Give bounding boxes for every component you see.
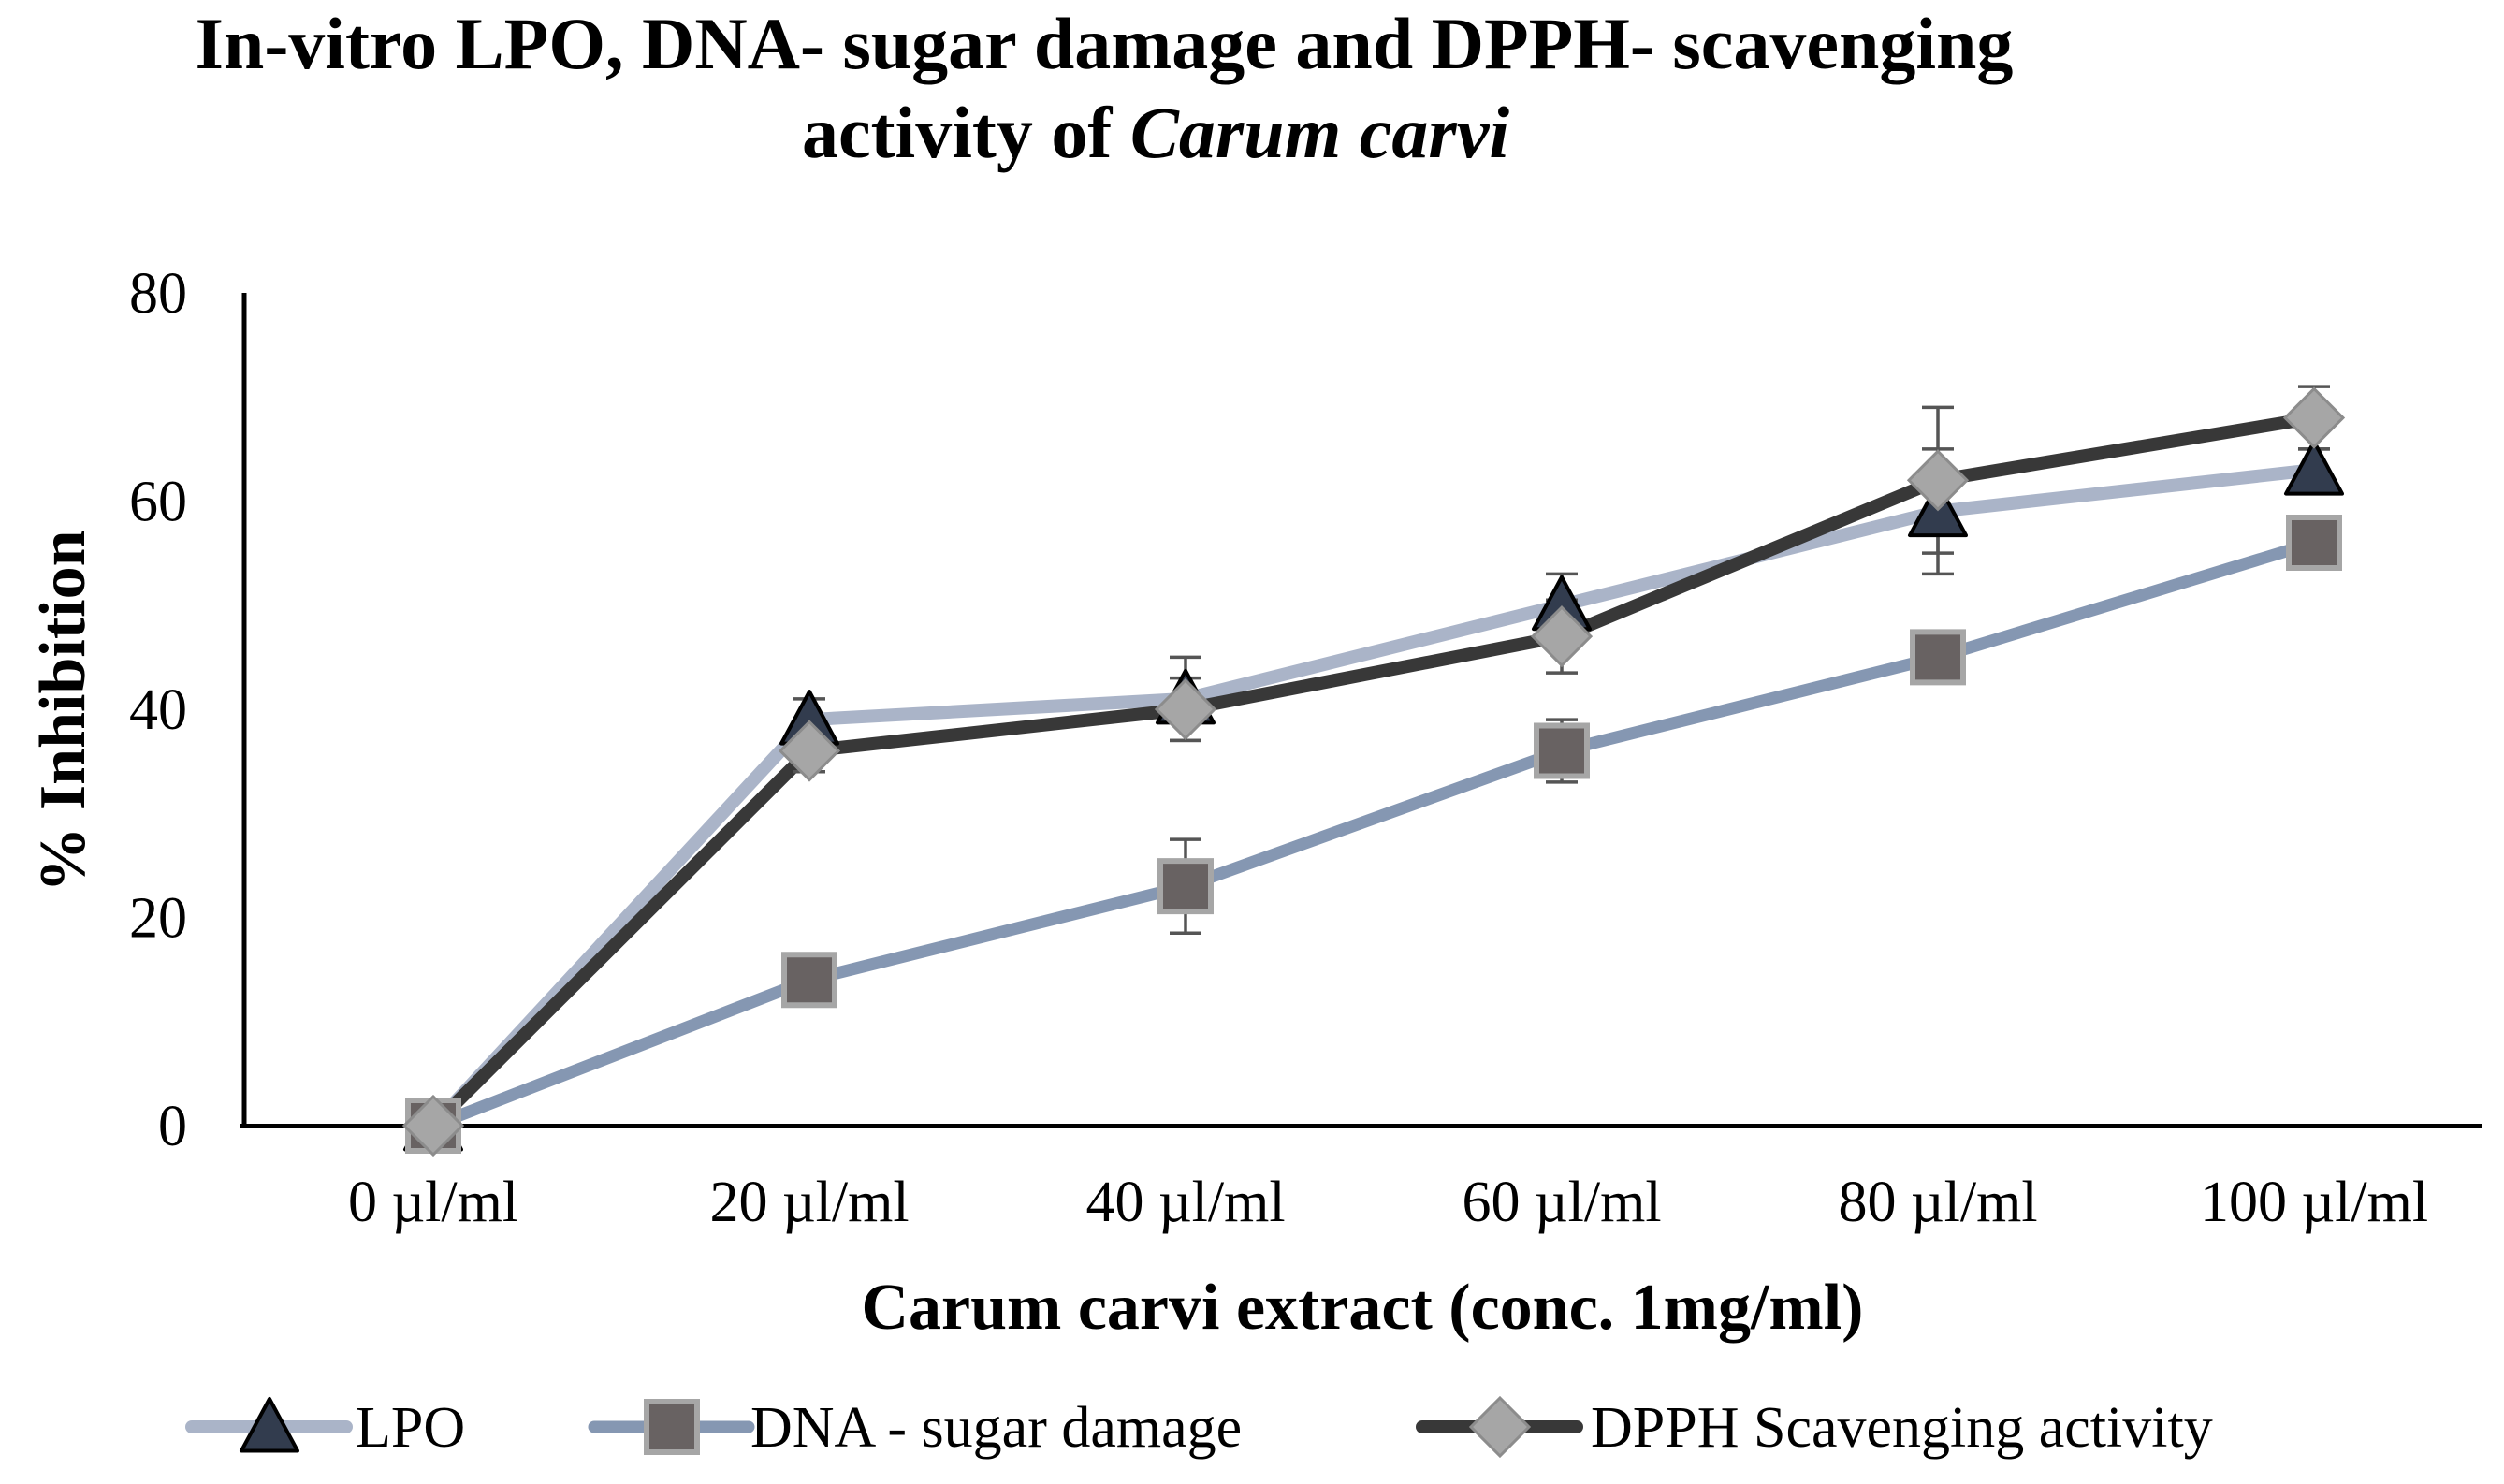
legend-marker-diamond <box>1468 1395 1532 1459</box>
legend-item: DPPH Scavenging activity <box>1416 1395 2213 1460</box>
legend-item: LPO <box>185 1396 465 1460</box>
y-tick-label: 80 <box>129 262 187 326</box>
data-point-square <box>781 952 837 1009</box>
series-error-bars <box>793 385 2330 993</box>
data-point-diamond <box>1154 677 1217 741</box>
y-tick-label: 40 <box>129 678 187 742</box>
y-axis-title: % Inhibition <box>27 530 99 892</box>
x-tick-label: 100 µl/ml <box>2200 1171 2428 1234</box>
chart-title-line-2-prefix: activity of <box>802 92 1130 173</box>
x-tick-labels: 0 µl/ml 20 µl/ml 40 µl/ml 60 µl/ml 80 µl/ml 1… <box>348 1171 2428 1234</box>
series-line-square <box>427 536 2321 1132</box>
data-point-diamond <box>778 720 841 782</box>
chart-title-line-2: activity of Carum carvi <box>802 92 1509 173</box>
data-point-square <box>1534 722 1590 779</box>
data-point-square <box>1157 858 1214 915</box>
x-axis-title: Carum carvi extract (conc. 1mg/ml) <box>862 1272 1864 1344</box>
y-tick-labels: 0 20 40 60 80 <box>129 262 187 1158</box>
data-point-triangle <box>2284 440 2344 496</box>
data-point-diamond <box>1530 605 1594 668</box>
x-tick-label: 40 µl/ml <box>1085 1171 1285 1234</box>
x-tick-label: 0 µl/ml <box>348 1171 518 1234</box>
chart-title-species: Carum carvi <box>1130 92 1510 173</box>
legend-marker-square <box>644 1399 700 1455</box>
x-tick-label: 80 µl/ml <box>1838 1171 2037 1234</box>
series-lines <box>427 411 2321 1132</box>
y-tick-label: 20 <box>129 887 187 951</box>
x-tick-label: 60 µl/ml <box>1462 1171 1661 1234</box>
legend-label: DPPH Scavenging activity <box>1591 1396 2213 1460</box>
y-tick-label: 0 <box>158 1095 187 1158</box>
data-point-diamond <box>1906 449 1970 512</box>
series-markers <box>401 386 2346 1157</box>
x-tick-label: 20 µl/ml <box>709 1171 909 1234</box>
series-line-diamond <box>427 411 2321 1132</box>
chart-title-line-1: In-vitro LPO, DNA- sugar damage and DPPH… <box>196 3 2014 84</box>
data-point-square <box>1910 629 1966 686</box>
legend-item: DNA - sugar damage <box>588 1396 1242 1460</box>
data-point-diamond <box>401 1094 465 1157</box>
series-line-triangle <box>427 463 2321 1132</box>
legend-label: DNA - sugar damage <box>750 1396 1242 1460</box>
y-tick-label: 60 <box>129 471 187 534</box>
legend-marker-triangle <box>240 1397 299 1453</box>
legend: LPO DNA - sugar damage DPPH Scavenging act… <box>185 1395 2213 1460</box>
data-point-diamond <box>2282 386 2346 449</box>
data-point-square <box>2286 515 2342 571</box>
legend-label: LPO <box>356 1396 465 1460</box>
